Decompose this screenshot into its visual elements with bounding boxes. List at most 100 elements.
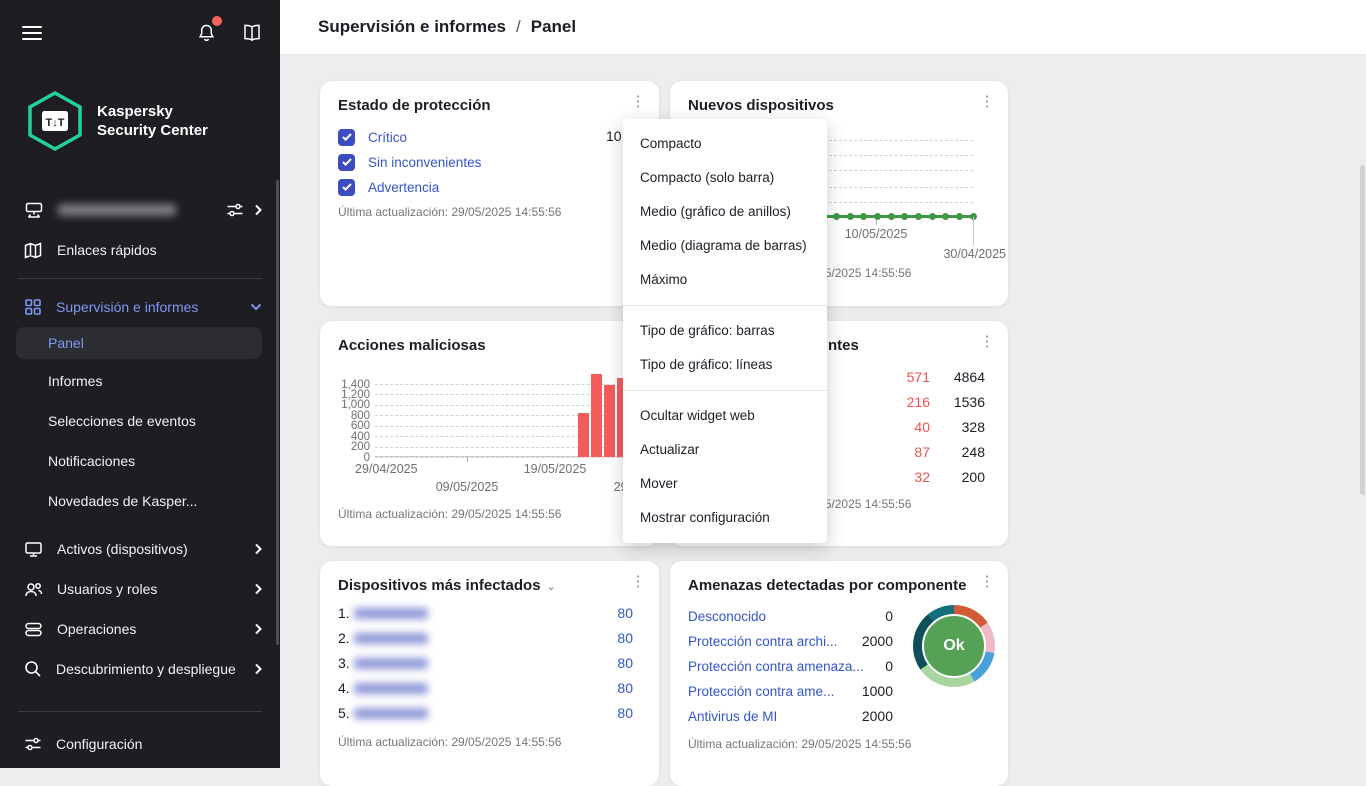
sidebar-scrollbar-thumb[interactable]	[276, 180, 279, 645]
sidebar-item-activos[interactable]: Activos (dispositivos)	[0, 529, 280, 569]
widget-title: Estado de protección	[338, 97, 491, 114]
main-scrollbar-thumb[interactable]	[1360, 165, 1365, 495]
sidebar-item-informes[interactable]: Informes	[48, 373, 103, 389]
device-name-redacted[interactable]	[353, 707, 428, 719]
sidebar-item-label: Usuarios y roles	[57, 581, 158, 597]
brand-name-line2: Security Center	[97, 122, 208, 139]
widget-title: Nuevos dispositivos	[688, 97, 834, 114]
widget-menu-dots-icon[interactable]: ⋮	[979, 573, 995, 590]
infected-device-row: 1. 80	[338, 605, 633, 621]
sidebar-item-label: Configuración	[56, 736, 143, 752]
component-link[interactable]: Protección contra archi...	[688, 633, 838, 649]
last-point-marker-line	[973, 217, 974, 245]
sidebar-item-notificaciones[interactable]: Notificaciones	[48, 453, 136, 469]
server-selector[interactable]	[0, 192, 280, 228]
infection-count[interactable]: 80	[617, 605, 633, 621]
rank-label: 3.	[338, 655, 350, 671]
device-name-redacted[interactable]	[353, 632, 428, 644]
chevron-down-icon[interactable]: ⌄	[546, 581, 556, 593]
threat-count-total: 1536	[953, 394, 985, 410]
checkbox-sin-inconvenientes[interactable]: Sin inconvenientes	[338, 153, 481, 171]
chart-gridline	[375, 436, 645, 438]
last-update-text: Última actualización: 29/05/2025 14:55:5…	[338, 205, 562, 219]
menu-item-actualizar[interactable]: Actualizar	[640, 442, 700, 457]
server-settings-icon[interactable]	[226, 202, 244, 218]
sidebar-item-selecciones-eventos[interactable]: Selecciones de eventos	[48, 413, 196, 429]
infection-count[interactable]: 80	[617, 630, 633, 646]
checkbox-checked-icon[interactable]	[338, 178, 355, 196]
checkbox-label[interactable]: Advertencia	[368, 179, 440, 195]
sidebar-user-account[interactable]	[0, 764, 280, 768]
checkbox-advertencia[interactable]: Advertencia	[338, 178, 439, 196]
line-data-point	[860, 213, 868, 220]
widget-menu-dots-icon[interactable]: ⋮	[630, 573, 646, 590]
notifications-bell-icon[interactable]	[197, 16, 222, 43]
y-axis-tick-label: 0	[363, 451, 370, 464]
sidebar-item-usuarios[interactable]: Usuarios y roles	[0, 569, 280, 609]
component-row: Protección contra archi... 2000	[688, 632, 893, 650]
sidebar-item-novedades[interactable]: Novedades de Kasper...	[48, 493, 198, 509]
threat-count-red: 32	[914, 469, 930, 485]
component-count: 0	[885, 658, 893, 674]
checkbox-checked-icon[interactable]	[338, 153, 355, 171]
notification-dot	[212, 16, 222, 26]
sidebar-item-operaciones[interactable]: Operaciones	[0, 609, 280, 649]
component-count: 0	[885, 608, 893, 624]
component-link[interactable]: Desconocido	[688, 608, 767, 624]
brand-name-line1: Kaspersky	[97, 103, 173, 120]
menu-item-tipo-barras[interactable]: Tipo de gráfico: barras	[640, 323, 775, 338]
menu-item-medio-anillos[interactable]: Medio (gráfico de anillos)	[640, 204, 791, 219]
chart-gridline	[375, 394, 645, 396]
sidebar-item-quick-links[interactable]: Enlaces rápidos	[0, 232, 280, 268]
menu-item-ocultar-widget[interactable]: Ocultar widget web	[640, 408, 755, 423]
line-data-point	[873, 213, 881, 220]
component-link[interactable]: Antivirus de MI	[688, 708, 778, 724]
sidebar-section-monitoring[interactable]: Supervisión e informes	[0, 289, 280, 325]
menu-item-mover[interactable]: Mover	[640, 476, 678, 491]
page-header: Supervisión e informes / Panel	[280, 0, 1366, 55]
menu-item-maximo[interactable]: Máximo	[640, 272, 688, 287]
device-name-redacted[interactable]	[353, 657, 428, 669]
hamburger-menu-icon[interactable]	[22, 26, 42, 40]
last-update-text: Última actualización: 29/05/2025 14:55:5…	[338, 507, 562, 521]
checkbox-critico[interactable]: Crítico	[338, 128, 407, 146]
device-name-redacted[interactable]	[353, 607, 428, 619]
divider	[18, 278, 262, 279]
widget-protection-status: Estado de protección ⋮ Crítico 10 Sin in…	[320, 81, 659, 306]
server-name-redacted	[58, 204, 176, 216]
operations-stack-icon	[25, 622, 42, 636]
bar-data	[617, 377, 628, 457]
widget-menu-dots-icon[interactable]: ⋮	[979, 93, 995, 110]
menu-item-compacto[interactable]: Compacto	[640, 136, 702, 151]
kaspersky-hexagon-logo-icon: T↓T	[28, 90, 82, 152]
infection-count[interactable]: 80	[617, 655, 633, 671]
widget-menu-dots-icon[interactable]: ⋮	[630, 93, 646, 110]
sidebar-item-panel[interactable]: Panel	[16, 327, 262, 359]
component-count: 2000	[861, 633, 893, 649]
checkbox-checked-icon[interactable]	[338, 128, 355, 146]
x-axis-label: 29/04/2025	[355, 462, 418, 476]
widget-title-text: Dispositivos más infectados	[338, 577, 541, 594]
device-name-redacted[interactable]	[353, 682, 428, 694]
donut-center-status: Ok	[922, 614, 986, 678]
sidebar-item-configuracion[interactable]: Configuración	[0, 726, 280, 762]
menu-item-medio-barras[interactable]: Medio (diagrama de barras)	[640, 238, 807, 253]
breadcrumb-section[interactable]: Supervisión e informes	[318, 17, 506, 36]
svg-text:T↓T: T↓T	[46, 117, 65, 129]
menu-item-compacto-solo-barra[interactable]: Compacto (solo barra)	[640, 170, 775, 185]
menu-item-mostrar-configuracion[interactable]: Mostrar configuración	[640, 510, 770, 525]
menu-item-tipo-lineas[interactable]: Tipo de gráfico: líneas	[640, 357, 773, 372]
component-link[interactable]: Protección contra amenaza...	[688, 658, 864, 674]
infected-device-row: 3. 80	[338, 655, 633, 671]
widget-menu-dots-icon[interactable]: ⋮	[979, 333, 995, 350]
sidebar-item-descubrimiento[interactable]: Descubrimiento y despliegue	[0, 649, 280, 689]
infection-count[interactable]: 80	[617, 705, 633, 721]
component-link[interactable]: Protección contra ame...	[688, 683, 835, 699]
checkbox-label[interactable]: Sin inconvenientes	[368, 154, 482, 170]
line-data-point	[901, 213, 909, 220]
line-data-point	[887, 213, 895, 220]
breadcrumb: Supervisión e informes / Panel	[318, 17, 576, 37]
checkbox-label[interactable]: Crítico	[368, 129, 408, 145]
infection-count[interactable]: 80	[617, 680, 633, 696]
help-guide-icon[interactable]	[242, 24, 262, 42]
